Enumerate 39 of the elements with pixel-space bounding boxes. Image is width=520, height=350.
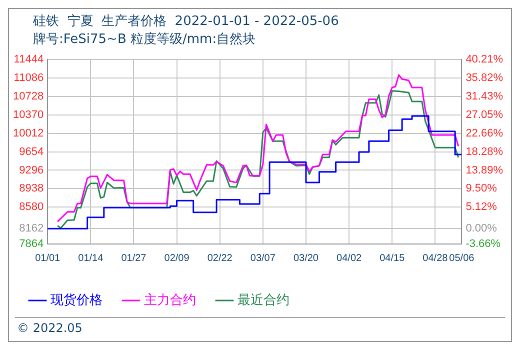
chart-subtitle: 牌号:FeSi75~B 粒度等级/mm:自然块 [32,31,257,49]
y2-tick-label: 5.12% [466,201,498,214]
x-tick-label: 04/28 [422,252,448,264]
x-tick-label: 01/01 [35,252,61,264]
y-tick-label: 10012 [12,127,44,140]
y2-tick-label: 35.82% [466,72,504,84]
y2-tick-label: 27.05% [466,108,504,121]
x-tick-label: 03/07 [250,252,276,264]
y-tick-label: 9296 [19,164,44,176]
legend-label: 主力合约 [144,292,196,308]
chart-title: 硅铁 宁夏 生产者价格 2022-01-01 - 2022-05-06 [32,13,340,31]
x-tick-label: 01/14 [78,252,104,264]
y-tick-label: 8938 [19,182,44,195]
x-tick-label: 02/09 [164,252,190,264]
y2-tick-label: 18.28% [466,146,504,158]
y-tick-label: 11444 [14,54,44,66]
y2-tick-label: 0.00% [466,222,498,235]
x-tick-label: 04/02 [336,252,362,264]
y2-tick-label: 31.43% [466,90,504,103]
x-tick-label: 01/27 [121,252,147,264]
y2-tick-label: 13.89% [466,164,504,176]
x-tick-label: 05/06 [449,252,475,264]
legend-label: 现货价格 [50,292,102,308]
x-tick-label: 02/22 [207,252,233,264]
y-tick-label: 8162 [19,222,44,235]
y-tick-label: 11086 [14,72,44,84]
text: © 2022.05 [17,321,82,335]
y2-tick-label: 9.50% [466,182,498,195]
y-tick-label: 10728 [12,90,44,103]
y-tick-label: 7864 [19,238,44,250]
y-tick-label: 9654 [19,146,44,158]
legend-label: 最近合约 [238,292,290,308]
y2-tick-label: 22.66% [466,127,504,140]
x-tick-label: 03/20 [293,252,319,264]
y2-tick-label: -3.66% [466,238,501,250]
y-tick-label: 8580 [19,201,44,214]
y-tick-label: 10370 [12,108,44,121]
x-tick-label: 04/15 [380,252,406,264]
y2-tick-label: 40.21% [466,54,504,66]
